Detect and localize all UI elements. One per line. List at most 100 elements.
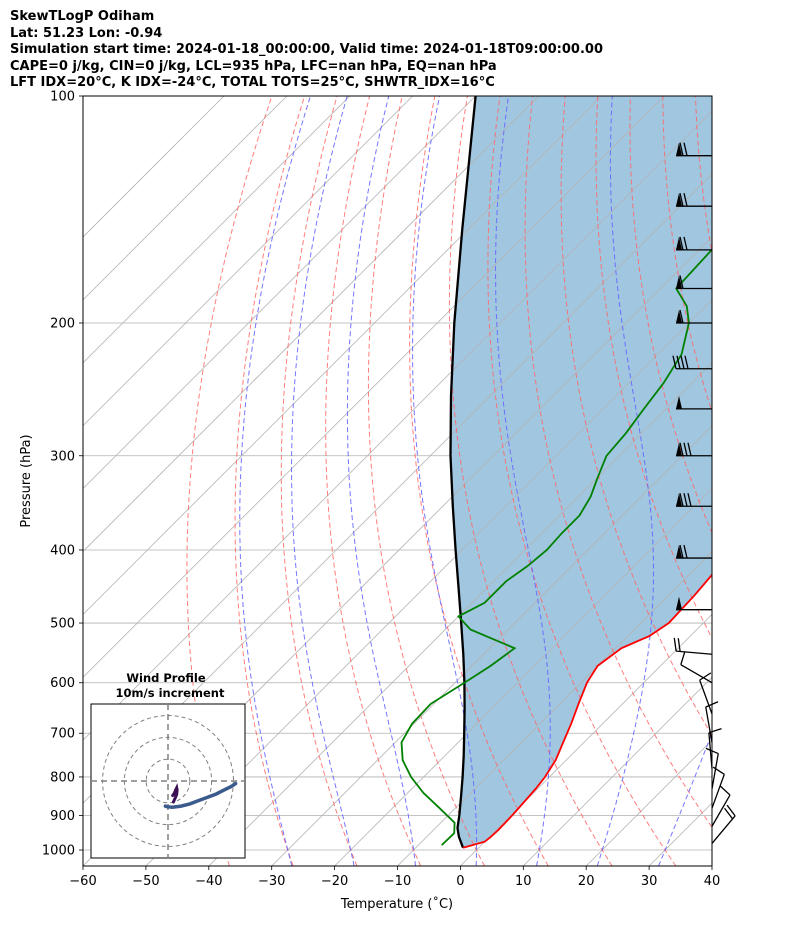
x-axis-label: Temperature (˚C)	[340, 896, 453, 912]
x-tick-label: 40	[704, 874, 721, 889]
wind-barb	[676, 596, 712, 611]
moist-adiabat-line	[783, 96, 794, 866]
wind-barb	[699, 672, 713, 715]
wind-barb-feather	[687, 442, 692, 456]
moist-adiabat-line	[596, 96, 655, 866]
y-tick-label: 900	[50, 809, 75, 824]
wind-barb-feather	[679, 193, 684, 207]
y-tick-label: 100	[50, 90, 75, 105]
wind-barb	[676, 275, 712, 290]
wind-barb	[676, 442, 712, 457]
wind-barbs	[672, 142, 736, 844]
wind-barb-feather	[683, 142, 688, 156]
wind-barb-feather	[683, 493, 688, 507]
parcel-profile-line	[449, 96, 477, 849]
wind-barb	[676, 142, 712, 157]
dry-adiabat-line	[448, 96, 613, 866]
dry-adiabat-line	[595, 96, 712, 640]
wind-barb-flag	[676, 596, 682, 610]
wind-barb-feather	[687, 493, 692, 507]
moist-adiabat-line	[291, 96, 355, 866]
wind-barb-feather	[676, 355, 681, 369]
wind-barb	[676, 544, 712, 559]
wind-barb-feather	[679, 493, 684, 507]
isotherm-line	[775, 96, 794, 866]
chart-title: SkewTLogP Odiham	[10, 9, 155, 24]
index-line: LFT IDX=20°C, K IDX=-24°C, TOTAL TOTS=25…	[10, 75, 495, 90]
isotherm-line	[145, 299, 712, 866]
location-line: Lat: 51.23 Lon: -0.94	[10, 25, 163, 41]
wind-barb-flag	[676, 275, 682, 289]
x-tick-label: −10	[384, 874, 411, 889]
wind-barb-feather	[679, 442, 684, 456]
x-tick-label: 0	[456, 874, 464, 889]
wind-barb	[711, 804, 736, 844]
wind-barb-feather	[719, 785, 731, 796]
wind-barb-feather	[679, 142, 684, 156]
x-tick-label: 30	[641, 874, 658, 889]
axes: −60 −50 −40 −30 −20 −10 0 10 20 30 40 1000 900 800 700…	[42, 90, 720, 890]
cape-fill-area	[450, 96, 712, 848]
dry-adiabat-line	[186, 96, 273, 866]
wind-barb	[711, 766, 725, 809]
wind-barb-feather	[677, 638, 681, 652]
wind-barb	[680, 651, 713, 684]
isotherm-line	[83, 96, 288, 301]
wind-barb-feather	[724, 807, 734, 820]
cape-line: CAPE=0 j/kg, CIN=0 j/kg, LCL=935 hPa, LF…	[10, 58, 497, 74]
time-line: Simulation start time: 2024-01-18_00:00:…	[10, 42, 603, 57]
moist-adiabat-line	[239, 96, 311, 866]
wind-barb-feather	[683, 236, 688, 251]
wind-barb-feather	[679, 275, 684, 289]
wind-barb	[676, 395, 712, 410]
wind-barb-staff	[711, 794, 731, 827]
wind-barb-feather	[672, 355, 677, 369]
dry-adiabat-line	[761, 96, 794, 866]
dry-adiabat-line	[662, 96, 712, 414]
hodograph-subtitle: 10m/s increment	[116, 686, 225, 700]
x-tick-label: 10	[515, 874, 532, 889]
wind-barb-feather	[683, 544, 688, 559]
wind-barb-flag	[676, 236, 682, 250]
wind-barb-flag	[676, 395, 682, 409]
wind-barb-feather	[680, 651, 686, 665]
isotherm-line	[83, 96, 413, 427]
wind-barb	[676, 309, 712, 324]
hodograph-ring	[145, 758, 191, 804]
wind-barb-feather	[679, 236, 684, 251]
moist-adiabat-line	[346, 96, 416, 866]
x-tick-label: −20	[321, 874, 348, 889]
cape-fill-layer	[450, 96, 712, 848]
wind-barb	[676, 193, 712, 207]
dry-adiabat-line	[487, 96, 677, 866]
wind-barb-feather	[679, 309, 684, 324]
wind-barb-feather	[679, 544, 684, 559]
wind-barb	[711, 785, 731, 827]
isotherm-line	[83, 96, 665, 678]
wind-barb-feather	[673, 637, 677, 652]
moist-adiabat-line	[658, 731, 712, 866]
wind-barb-feather	[708, 728, 722, 734]
moist-adiabat-line	[720, 96, 794, 866]
hodograph-title: Wind Profile	[126, 671, 206, 685]
wind-barb-feather	[683, 193, 688, 207]
dry-adiabat-line	[409, 96, 549, 866]
x-tick-label: −30	[258, 874, 285, 889]
isotherm-line	[397, 550, 712, 866]
wind-barb-feather	[699, 672, 712, 681]
dry-adiabat-line	[325, 96, 422, 866]
isotherm-line	[460, 613, 712, 866]
y-tick-label: 1000	[42, 844, 75, 859]
isotherm-line	[271, 425, 712, 866]
isotherm-line	[83, 96, 602, 615]
wind-barb-feather	[726, 804, 736, 817]
isotherm-line	[711, 865, 712, 866]
isotherm-line	[83, 96, 225, 238]
hodograph-inset: Wind Profile 10m/s increment	[90, 671, 246, 859]
moist-adiabats	[239, 96, 794, 866]
hodograph-lowlevel-trace	[171, 783, 179, 804]
wind-barb-feather	[680, 355, 685, 369]
wind-barb-flag	[676, 545, 682, 559]
dry-adiabat-line	[280, 96, 358, 866]
